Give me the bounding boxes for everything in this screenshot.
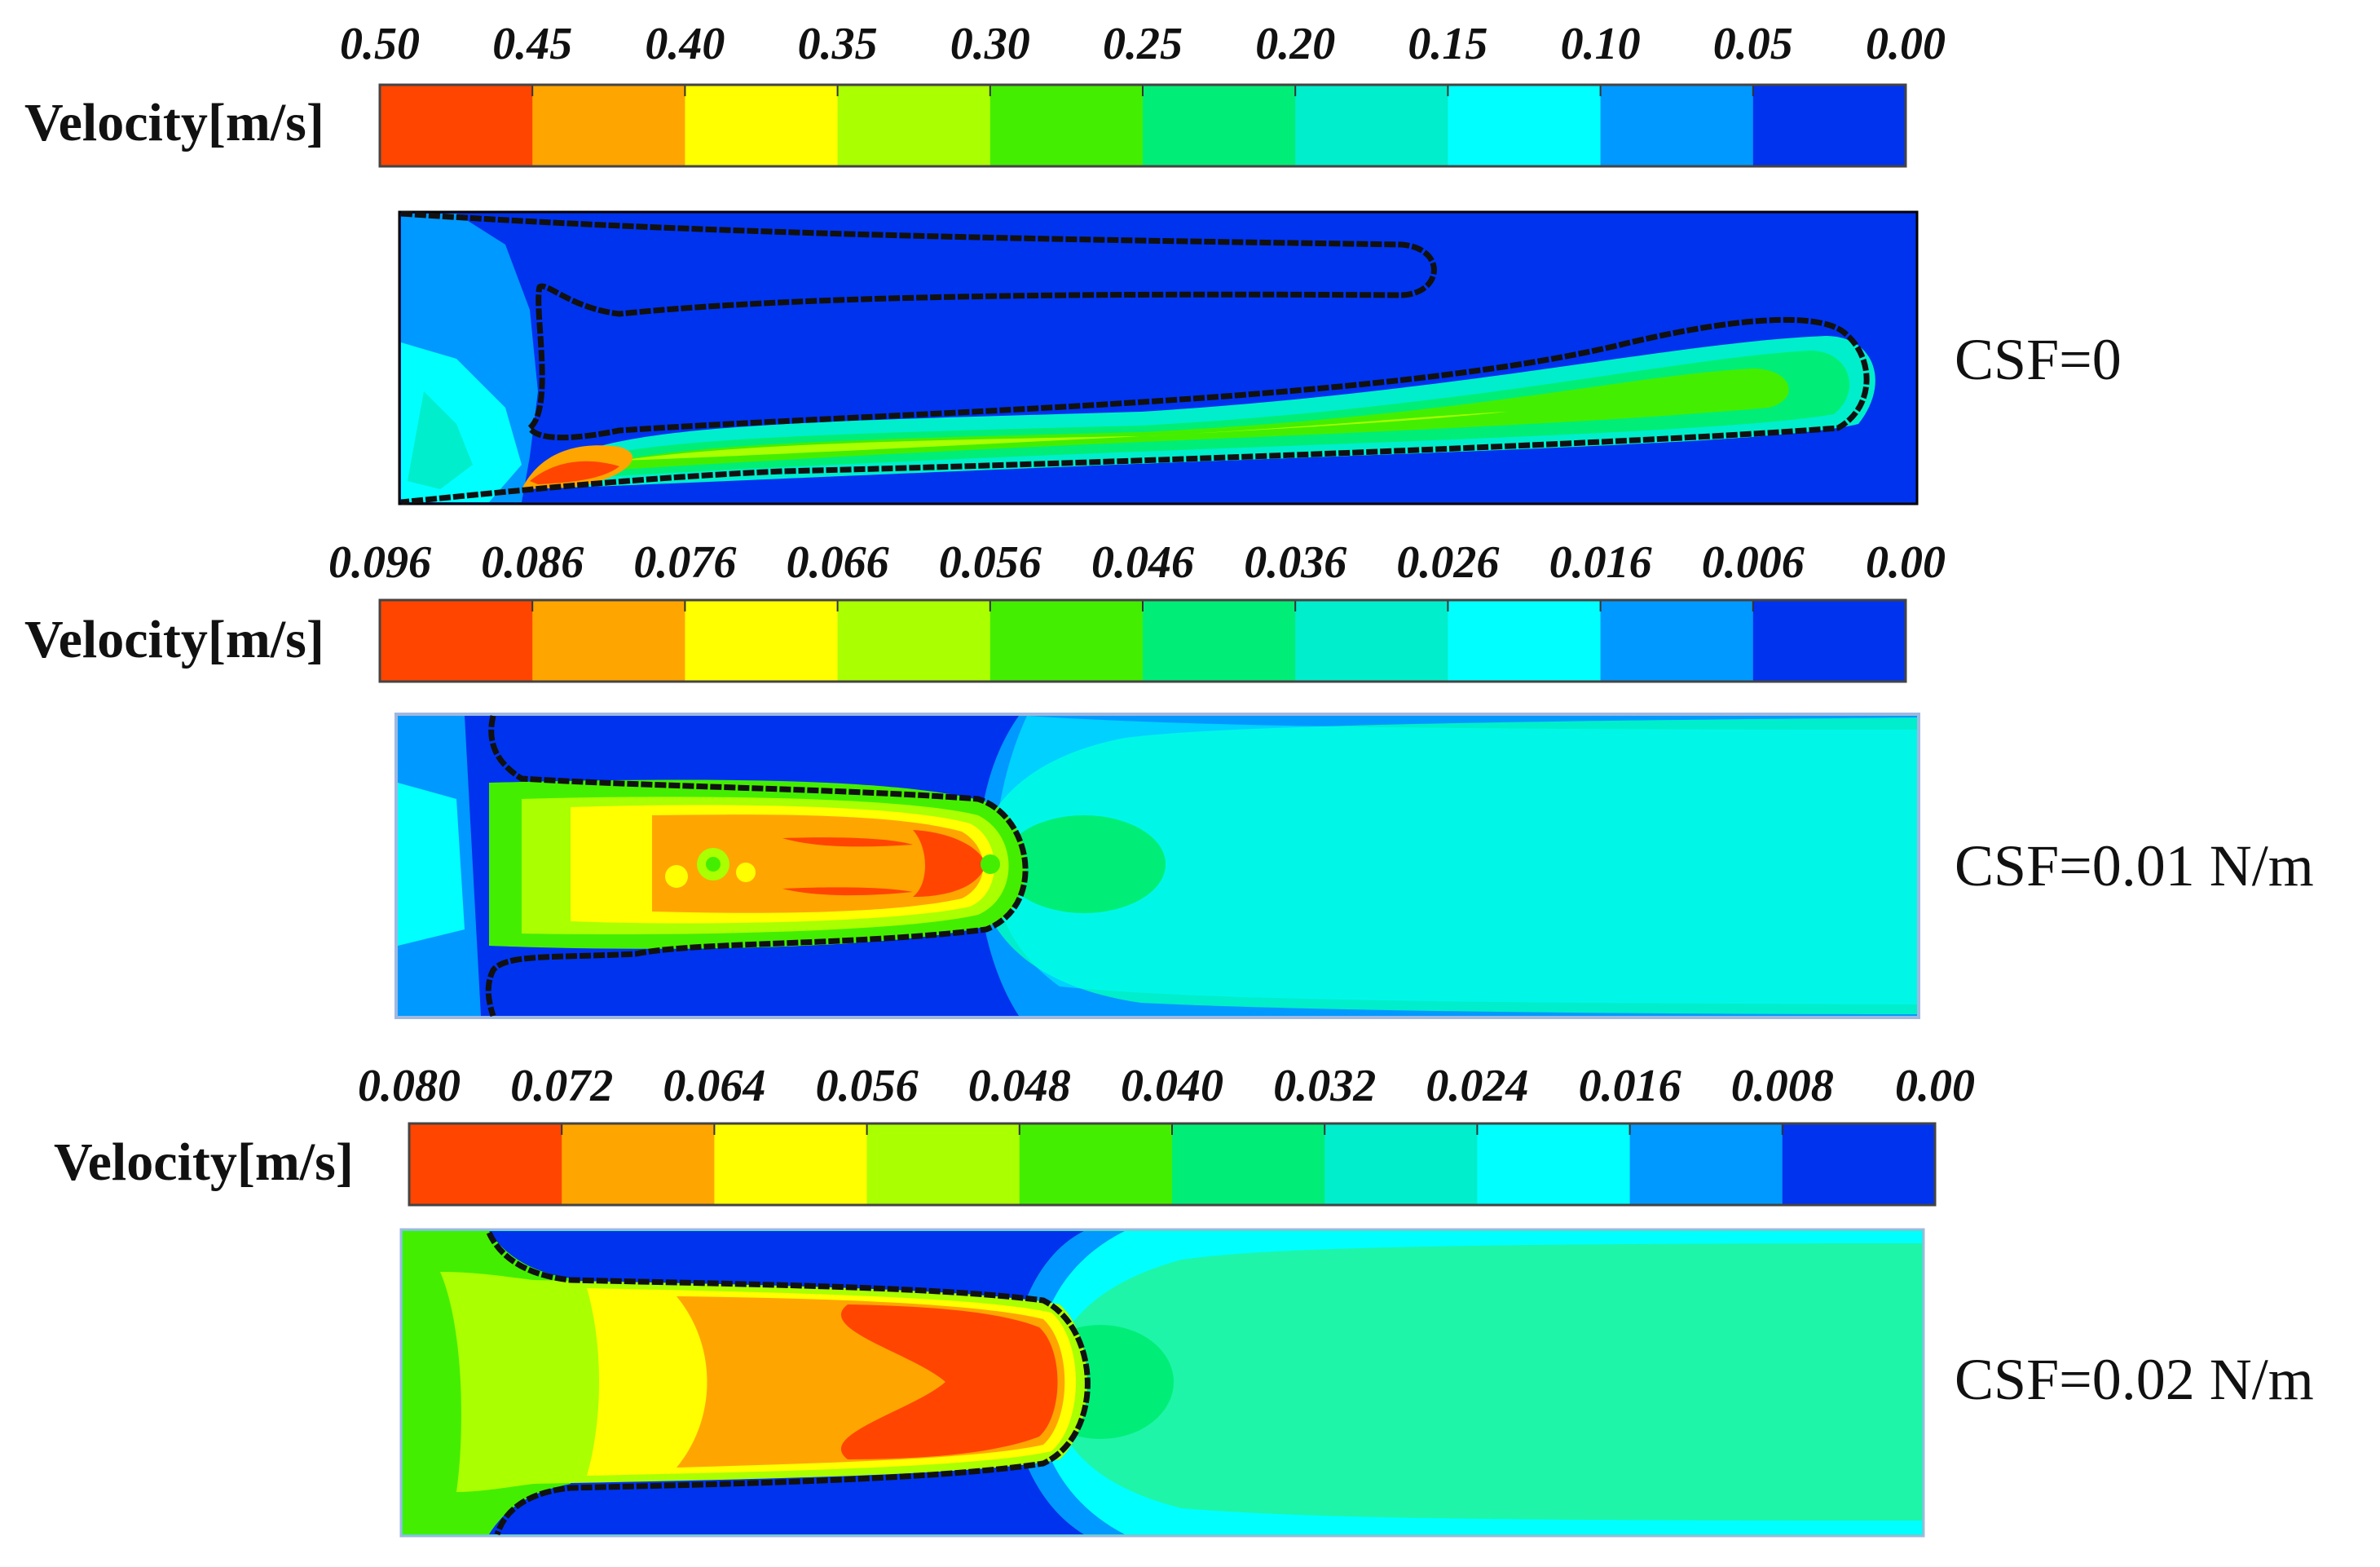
panel-2-contour-plot (394, 713, 1920, 1019)
colorbar-tick-label: 0.00 (1866, 537, 1946, 588)
colorbar-tick-label: 0.016 (1579, 1061, 1681, 1111)
colorbar-frame (408, 1122, 1937, 1207)
colorbar-tick-label: 0.040 (1121, 1061, 1223, 1111)
colorbar-segment (1324, 1123, 1478, 1205)
panel-3-contour-plot (399, 1228, 1925, 1538)
colorbar-tick-label: 0.00 (1895, 1061, 1975, 1111)
colorbar-segment (532, 600, 685, 682)
panel-1-case-label: CSF=0 (1955, 327, 2122, 392)
colorbar-tick-label: 0.05 (1713, 19, 1793, 69)
colorbar-tick-label: 0.026 (1396, 537, 1499, 588)
colorbar-tick-label: 0.15 (1408, 19, 1488, 69)
panel-3-tick-labels: 0.080 0.072 0.064 0.056 0.048 0.040 0.032 0.024… (358, 1061, 1975, 1111)
colorbar-segment (866, 1123, 1020, 1205)
colorbar-tick-label: 0.30 (950, 19, 1030, 69)
colorbar-segment (1600, 85, 1754, 166)
colorbar-tick-label: 0.086 (481, 537, 584, 588)
colorbar-tick-label: 0.064 (663, 1061, 765, 1111)
colorbar-segment (685, 600, 839, 682)
colorbar-segment (1477, 1123, 1631, 1205)
colorbar-tick-label: 0.046 (1091, 537, 1194, 588)
panel-1-legend-title: Velocity[m/s] (24, 93, 324, 152)
colorbar-tick-label: 0.056 (816, 1061, 919, 1111)
colorbar-tick-label: 0.006 (1702, 537, 1805, 588)
colorbar-segment (380, 85, 533, 166)
colorbar-segment (380, 600, 533, 682)
panel-2: Velocity[m/s] 0.096 0.086 0.076 0.066 0.056 0… (24, 537, 2314, 1019)
panel-3-case-label: CSF=0.02 N/m (1955, 1347, 2314, 1412)
panel-2-colorbar (378, 598, 1907, 683)
colorbar-segment (1782, 1123, 1936, 1205)
colorbar-segment (1752, 600, 1906, 682)
panel-1: Velocity[m/s] 0.50 0.45 0.40 0.35 0.30 0.25 0.… (24, 19, 2122, 505)
colorbar-tick-label: 0.080 (358, 1061, 461, 1111)
panel-2-tick-labels: 0.096 0.086 0.076 0.066 0.056 0.046 0.036 0.026… (328, 537, 1946, 588)
colorbar-segment (1448, 85, 1602, 166)
colorbar-segment (1143, 85, 1296, 166)
panel-1-contour-plot (398, 210, 1919, 505)
colorbar-tick-label: 0.00 (1866, 19, 1946, 69)
colorbar-tick-label: 0.096 (328, 537, 431, 588)
panel-3-colorbar (408, 1122, 1937, 1207)
colorbar-tick-label: 0.024 (1426, 1061, 1528, 1111)
panel-1-colorbar (378, 83, 1907, 168)
colorbar-frame (378, 83, 1907, 168)
colorbar-segment (1172, 1123, 1325, 1205)
colorbar-segment (409, 1123, 562, 1205)
colorbar-segment (685, 85, 839, 166)
colorbar-segment (989, 85, 1144, 166)
colorbar-segment (837, 85, 991, 166)
colorbar-tick-label: 0.10 (1561, 19, 1641, 69)
colorbar-tick-label: 0.072 (510, 1061, 613, 1111)
colorbar-tick-label: 0.25 (1103, 19, 1183, 69)
colorbar-tick-label: 0.056 (939, 537, 1042, 588)
colorbar-segment (1295, 85, 1448, 166)
colorbar-segment (837, 600, 991, 682)
panel-2-case-label: CSF=0.01 N/m (1955, 833, 2314, 898)
colorbar-segment (1448, 600, 1602, 682)
colorbar-tick-label: 0.35 (798, 19, 878, 69)
colorbar-segment (989, 600, 1144, 682)
colorbar-segment (1600, 600, 1754, 682)
colorbar-segment (562, 1123, 715, 1205)
colorbar-segment (1629, 1123, 1783, 1205)
colorbar-tick-label: 0.066 (787, 537, 889, 588)
colorbar-frame (378, 598, 1907, 683)
panel-2-legend-title: Velocity[m/s] (24, 610, 324, 669)
panel-1-tick-labels: 0.50 0.45 0.40 0.35 0.30 0.25 0.20 0.15 0.10 0.05… (340, 19, 1946, 69)
colorbar-tick-label: 0.40 (645, 19, 725, 69)
colorbar-tick-label: 0.048 (968, 1061, 1071, 1111)
colorbar-segment (1752, 85, 1906, 166)
colorbar-tick-label: 0.50 (340, 19, 420, 69)
colorbar-segment (1143, 600, 1296, 682)
colorbar-tick-label: 0.076 (633, 537, 736, 588)
colorbar-tick-label: 0.016 (1549, 537, 1652, 588)
colorbar-tick-label: 0.45 (492, 19, 572, 69)
panel-3: Velocity[m/s] 0.080 0.072 0.064 0.056 0.048 0… (54, 1061, 2314, 1538)
colorbar-tick-label: 0.032 (1273, 1061, 1376, 1111)
colorbar-tick-label: 0.036 (1244, 537, 1346, 588)
colorbar-tick-label: 0.008 (1731, 1061, 1834, 1111)
colorbar-segment (1295, 600, 1448, 682)
colorbar-segment (532, 85, 685, 166)
panel-3-legend-title: Velocity[m/s] (54, 1132, 354, 1192)
colorbar-segment (1019, 1123, 1173, 1205)
colorbar-segment (714, 1123, 868, 1205)
colorbar-tick-label: 0.20 (1255, 19, 1335, 69)
